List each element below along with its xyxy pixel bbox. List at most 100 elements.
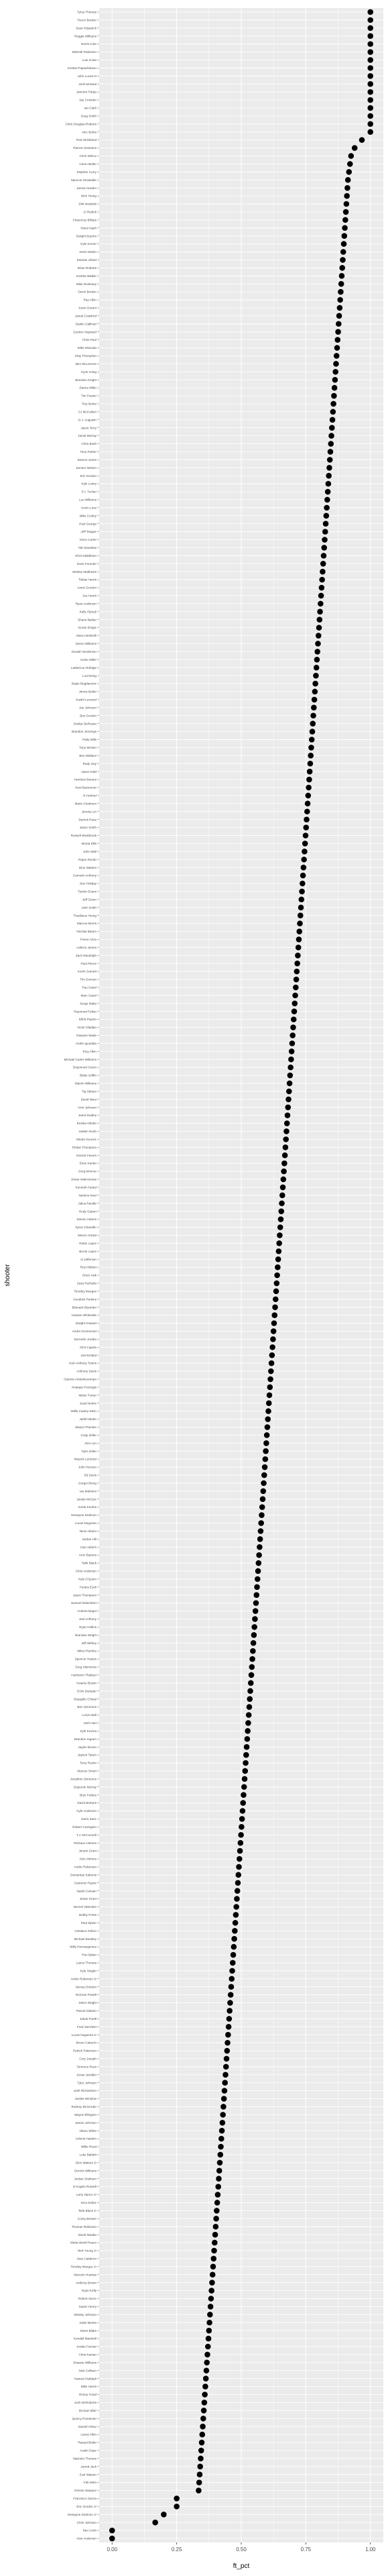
y-tick-label: LaMarcus Aldridge <box>71 666 96 669</box>
data-point <box>231 1943 237 1950</box>
y-tick-label: Chris Douglas-Roberts <box>66 122 97 125</box>
y-tick-label: Tony Allen <box>82 1050 96 1053</box>
data-point <box>277 1232 283 1238</box>
y-tick-label: Jordan Farmar <box>76 2345 97 2349</box>
y-tick-label: Monta Ellis <box>82 842 97 845</box>
data-point <box>216 2159 223 2166</box>
y-tick-label: Jason Terry <box>80 426 96 429</box>
y-tick-labels: Tyrus Thomas Trevor Booker Sean Kilpatrick… <box>64 11 99 2540</box>
data-point <box>344 193 350 199</box>
data-point <box>204 2359 210 2366</box>
y-tick-label: Ryan Hollins <box>79 1625 96 1629</box>
y-tick-label: Goran Dragic <box>78 626 97 629</box>
data-point <box>267 1376 273 1383</box>
data-point <box>275 1256 281 1263</box>
data-point <box>295 952 301 959</box>
data-point <box>367 129 374 136</box>
y-tick-label: Chris Wilcox <box>79 154 96 158</box>
y-tick-label: Wesley Matthews <box>72 570 97 574</box>
y-tick-label: Jahlil Okafor <box>79 1417 96 1421</box>
data-point <box>218 2143 224 2150</box>
data-point <box>323 513 330 519</box>
data-point <box>220 2104 227 2110</box>
data-point <box>261 1472 267 1479</box>
y-tick-label: Tristan Thompson <box>72 1146 96 1149</box>
y-tick-label: James Harden <box>76 186 96 190</box>
y-tick-label: Alec Burks <box>82 130 97 133</box>
data-point <box>322 529 328 535</box>
y-tick-label: Bruno Caboclo <box>76 2041 97 2045</box>
y-tick-label: Rod Strickland <box>76 138 96 142</box>
data-point <box>325 480 332 487</box>
data-point <box>268 1368 274 1375</box>
data-point <box>304 816 310 822</box>
y-tick-label: Dewayne Dedmon Jr <box>68 2513 96 2516</box>
data-point <box>263 1448 269 1454</box>
data-point <box>214 2200 220 2206</box>
data-point <box>334 337 341 343</box>
data-point <box>326 464 332 471</box>
y-tick-label: Hamed Haddadi <box>74 2377 96 2380</box>
data-point <box>340 241 347 247</box>
data-point <box>326 457 333 463</box>
y-tick-label: Kawhi Leonard <box>76 698 96 702</box>
data-point <box>254 1584 260 1591</box>
y-tick-label: Dwight Buycks <box>76 234 97 237</box>
y-tick-label: Delon Wright <box>79 2001 97 2004</box>
data-point <box>315 641 321 647</box>
y-tick-label: Kyle Kuzma <box>80 1729 96 1733</box>
y-tick-label: Earl Watson <box>80 2473 96 2476</box>
y-tick-label: Andrew Bogut <box>77 1609 97 1613</box>
data-point <box>300 880 306 887</box>
data-point <box>200 2408 207 2414</box>
data-point <box>313 672 319 679</box>
data-point <box>302 849 308 855</box>
y-tick-label: Derrick Rose <box>78 818 96 821</box>
data-point <box>257 1544 263 1550</box>
y-tick-label: Joel Embiid <box>80 1354 96 1357</box>
x-tick-label: 1.00 <box>365 2546 376 2553</box>
y-tick-label: Nik Stauskas <box>78 546 97 549</box>
data-point <box>225 2031 231 2038</box>
y-tick-label: Jason Thompson <box>73 1593 97 1597</box>
data-point <box>282 1144 289 1150</box>
data-point <box>216 2176 222 2182</box>
data-point <box>255 1560 262 1566</box>
y-tick-label: Okaro White <box>79 2129 96 2133</box>
data-point <box>220 2112 226 2118</box>
data-point <box>289 1040 296 1046</box>
data-point <box>329 417 336 423</box>
y-tick-label: Lonzo Ball <box>82 1713 96 1717</box>
y-tick-label: Myles Turner <box>78 1393 96 1397</box>
y-tick-label: Alan Anderson <box>76 2537 96 2540</box>
data-point <box>367 41 374 47</box>
y-tick-label: Francisco Garcia <box>73 2497 96 2500</box>
data-point <box>324 488 331 495</box>
data-point <box>342 225 348 231</box>
y-tick-label: Kelly Olynyk <box>80 610 97 613</box>
data-point <box>288 1048 295 1055</box>
y-tick-label: Brian Roberts <box>78 266 97 270</box>
y-tick-label: Austin Daye <box>80 2449 96 2453</box>
y-tick-label: Dwight Howard <box>76 1322 97 1325</box>
data-point <box>348 153 355 159</box>
data-point <box>266 1392 273 1399</box>
data-point <box>197 2463 204 2470</box>
data-point <box>328 441 334 447</box>
data-point <box>331 392 337 399</box>
y-tick-label: Jameer Nelson <box>76 466 96 470</box>
data-point <box>308 753 314 759</box>
y-tick-label: Chris Kaman <box>78 2353 96 2357</box>
data-point <box>318 584 325 591</box>
y-tick-label: John Wall <box>83 850 96 853</box>
y-tick-label: Jeff Teague <box>80 530 96 533</box>
y-tick-label: Ryan Anderson <box>76 602 97 605</box>
data-point <box>343 201 350 207</box>
y-tick-label: Ryan Kelly <box>82 2289 97 2292</box>
y-tick-label: Jared Dudley <box>78 1114 97 1117</box>
y-tick-label: Brandan Wright <box>75 1633 97 1637</box>
y-tick-label: Robert Sacre <box>78 2297 97 2300</box>
y-tick-label: Taj Gibson <box>82 1089 96 1093</box>
y-tick-label: Trevor Ariza <box>80 938 96 941</box>
data-point <box>202 2392 208 2398</box>
